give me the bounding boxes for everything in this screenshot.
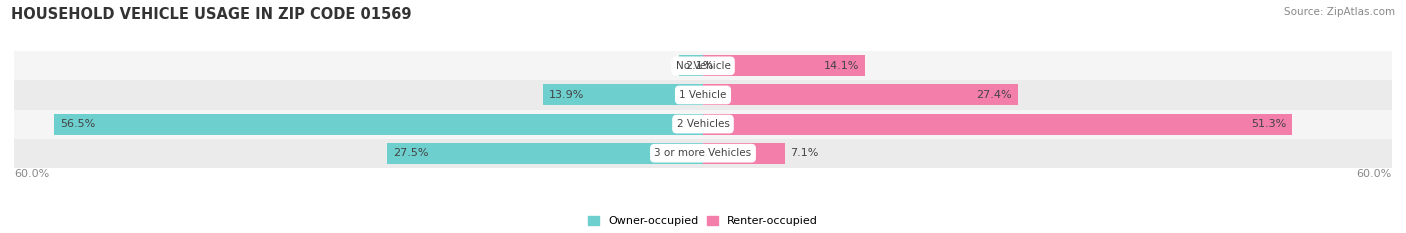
Text: No Vehicle: No Vehicle	[675, 61, 731, 71]
Text: 13.9%: 13.9%	[550, 90, 585, 100]
Text: 14.1%: 14.1%	[824, 61, 859, 71]
Bar	[703, 84, 1018, 105]
Bar	[14, 110, 1392, 139]
Text: 1 Vehicle: 1 Vehicle	[679, 90, 727, 100]
Text: HOUSEHOLD VEHICLE USAGE IN ZIP CODE 01569: HOUSEHOLD VEHICLE USAGE IN ZIP CODE 0156…	[11, 7, 412, 22]
Text: 3 or more Vehicles: 3 or more Vehicles	[654, 148, 752, 158]
Text: 2 Vehicles: 2 Vehicles	[676, 119, 730, 129]
Bar	[55, 113, 703, 134]
Text: 51.3%: 51.3%	[1251, 119, 1286, 129]
Text: 27.5%: 27.5%	[392, 148, 429, 158]
Legend: Owner-occupied, Renter-occupied: Owner-occupied, Renter-occupied	[588, 216, 818, 226]
Bar	[703, 55, 865, 76]
Text: 56.5%: 56.5%	[60, 119, 96, 129]
Text: 7.1%: 7.1%	[790, 148, 818, 158]
Bar	[703, 113, 1292, 134]
Bar	[679, 55, 703, 76]
Text: 2.1%: 2.1%	[685, 61, 713, 71]
Bar	[703, 143, 785, 164]
Bar	[14, 51, 1392, 80]
Text: 60.0%: 60.0%	[1357, 169, 1392, 179]
Text: 27.4%: 27.4%	[976, 90, 1012, 100]
Bar	[387, 143, 703, 164]
Bar	[14, 139, 1392, 168]
Bar	[14, 80, 1392, 110]
Text: Source: ZipAtlas.com: Source: ZipAtlas.com	[1284, 7, 1395, 17]
Text: 60.0%: 60.0%	[14, 169, 49, 179]
Bar	[543, 84, 703, 105]
